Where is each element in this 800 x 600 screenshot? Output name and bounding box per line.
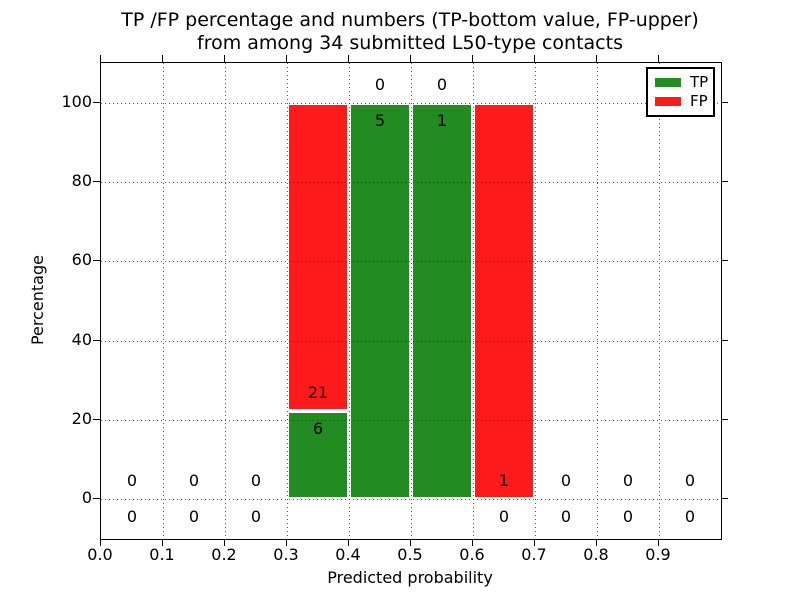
x-tick-bottom-0.3 [286, 539, 287, 546]
x-tick-top-0.9 [658, 55, 659, 62]
chart-title-line-1: TP /FP percentage and numbers (TP-bottom… [121, 9, 699, 31]
bar-tp-0.3-0.4 [287, 411, 349, 500]
fp-count-label-0.7-0.8: 0 [560, 471, 572, 491]
x-tick-top-0.1 [162, 55, 163, 62]
fp-color-swatch-icon [655, 97, 681, 106]
y-tick-right-100 [721, 101, 728, 103]
y-tick-left-100 [93, 101, 100, 103]
y-tick-right-60 [721, 260, 728, 262]
x-tick-top-0.7 [534, 55, 535, 62]
x-tick-bottom-0.2 [224, 539, 225, 546]
y-tick-label-60: 60 [71, 250, 92, 270]
legend-item-tp: TP [655, 73, 713, 92]
fp-count-label-0.3-0.4: 21 [307, 383, 329, 403]
x-tick-label-0.1: 0.1 [149, 545, 175, 564]
gridline-v-0.6 [473, 63, 474, 539]
x-tick-bottom-0.1 [162, 539, 163, 546]
gridline-v-0.7 [535, 63, 536, 539]
x-tick-top-0.8 [596, 55, 597, 62]
tp-count-label-0.4-0.5: 5 [374, 110, 386, 130]
x-tick-bottom-0.5 [410, 539, 411, 546]
x-tick-label-0.8: 0.8 [583, 545, 609, 564]
y-tick-right-80 [721, 181, 728, 182]
y-tick-left-0 [93, 498, 100, 500]
chart-title: TP /FP percentage and numbers (TP-bottom… [110, 9, 710, 55]
x-tick-bottom-0.0 [100, 539, 101, 546]
x-tick-top-0.2 [224, 55, 225, 62]
legend-item-fp: FP [655, 92, 713, 111]
y-tick-left-20 [93, 419, 100, 420]
fp-count-label-0.9-1.0: 0 [684, 471, 696, 491]
tp-count-label-0.5-0.6: 1 [436, 110, 448, 130]
gridline-v-0.8 [597, 63, 598, 539]
x-tick-top-0.6 [472, 55, 473, 62]
tp-count-label-0.0-0.1: 0 [126, 507, 138, 527]
fp-count-label-0.0-0.1: 0 [126, 471, 138, 491]
fp-count-label-0.2-0.3: 0 [250, 471, 262, 491]
x-tick-top-0.0 [100, 55, 101, 62]
fp-count-label-0.6-0.7: 1 [498, 471, 510, 491]
x-tick-label-0.4: 0.4 [335, 545, 361, 564]
gridline-v-0.2 [225, 63, 226, 539]
gridline-v-0.3 [287, 63, 288, 539]
x-axis-label: Predicted probability [327, 568, 493, 587]
tp-count-label-0.3-0.4: 6 [312, 419, 324, 439]
x-tick-label-0.9: 0.9 [645, 545, 671, 564]
x-tick-bottom-0.4 [348, 539, 349, 546]
bar-fp-0.6-0.7 [473, 102, 535, 500]
fp-count-label-0.8-0.9: 0 [622, 471, 634, 491]
y-tick-left-40 [93, 339, 100, 341]
x-tick-label-0.0: 0.0 [87, 545, 113, 564]
x-tick-top-0.5 [410, 55, 411, 62]
tp-count-label-0.8-0.9: 0 [622, 507, 634, 527]
bar-tp-0.5-0.6 [411, 102, 473, 500]
fp-count-label-0.5-0.6: 0 [436, 74, 448, 94]
tp-count-label-0.7-0.8: 0 [560, 507, 572, 527]
legend: TP FP [646, 67, 715, 117]
chart-title-line-2: from among 34 submitted L50-type contact… [197, 32, 623, 54]
tp-count-label-0.6-0.7: 0 [498, 507, 510, 527]
fp-count-label-0.1-0.2: 0 [188, 471, 200, 491]
x-tick-top-0.4 [348, 55, 349, 62]
x-tick-top-0.3 [286, 55, 287, 62]
gridline-v-0.1 [163, 63, 164, 539]
fp-count-label-0.4-0.5: 0 [374, 74, 386, 94]
y-tick-left-60 [93, 260, 100, 262]
y-tick-label-20: 20 [71, 409, 92, 428]
legend-label-tp: TP [690, 73, 709, 91]
tp-count-label-0.9-1.0: 0 [684, 507, 696, 527]
x-tick-bottom-0.6 [472, 539, 473, 546]
plot-area: 0 0 0 0 0 0 21 6 0 5 0 1 1 0 0 0 0 0 0 0 [100, 62, 722, 540]
y-tick-right-0 [721, 498, 728, 500]
x-tick-label-0.7: 0.7 [521, 545, 547, 564]
y-tick-label-0: 0 [81, 488, 92, 508]
y-tick-right-40 [721, 339, 728, 341]
gridline-v-0.4 [349, 63, 350, 539]
x-tick-label-0.6: 0.6 [459, 545, 485, 564]
bar-tp-0.4-0.5 [349, 102, 411, 500]
x-tick-label-0.5: 0.5 [397, 545, 423, 564]
x-tick-label-0.3: 0.3 [273, 545, 299, 564]
x-tick-bottom-0.7 [534, 539, 535, 546]
gridline-v-0.5 [411, 63, 412, 539]
tp-count-label-0.1-0.2: 0 [188, 507, 200, 527]
x-tick-label-0.2: 0.2 [211, 545, 237, 564]
tp-count-label-0.2-0.3: 0 [250, 507, 262, 527]
y-tick-label-100: 100 [61, 91, 92, 111]
bar-fp-0.3-0.4 [287, 102, 349, 412]
y-tick-right-20 [721, 419, 728, 420]
tp-color-swatch-icon [655, 78, 681, 87]
x-tick-bottom-0.9 [658, 539, 659, 546]
gridline-v-0.9 [659, 63, 660, 539]
y-tick-label-40: 40 [71, 329, 92, 349]
x-tick-bottom-0.8 [596, 539, 597, 546]
y-tick-left-80 [93, 181, 100, 182]
y-tick-label-80: 80 [71, 171, 92, 190]
legend-label-fp: FP [690, 92, 708, 110]
